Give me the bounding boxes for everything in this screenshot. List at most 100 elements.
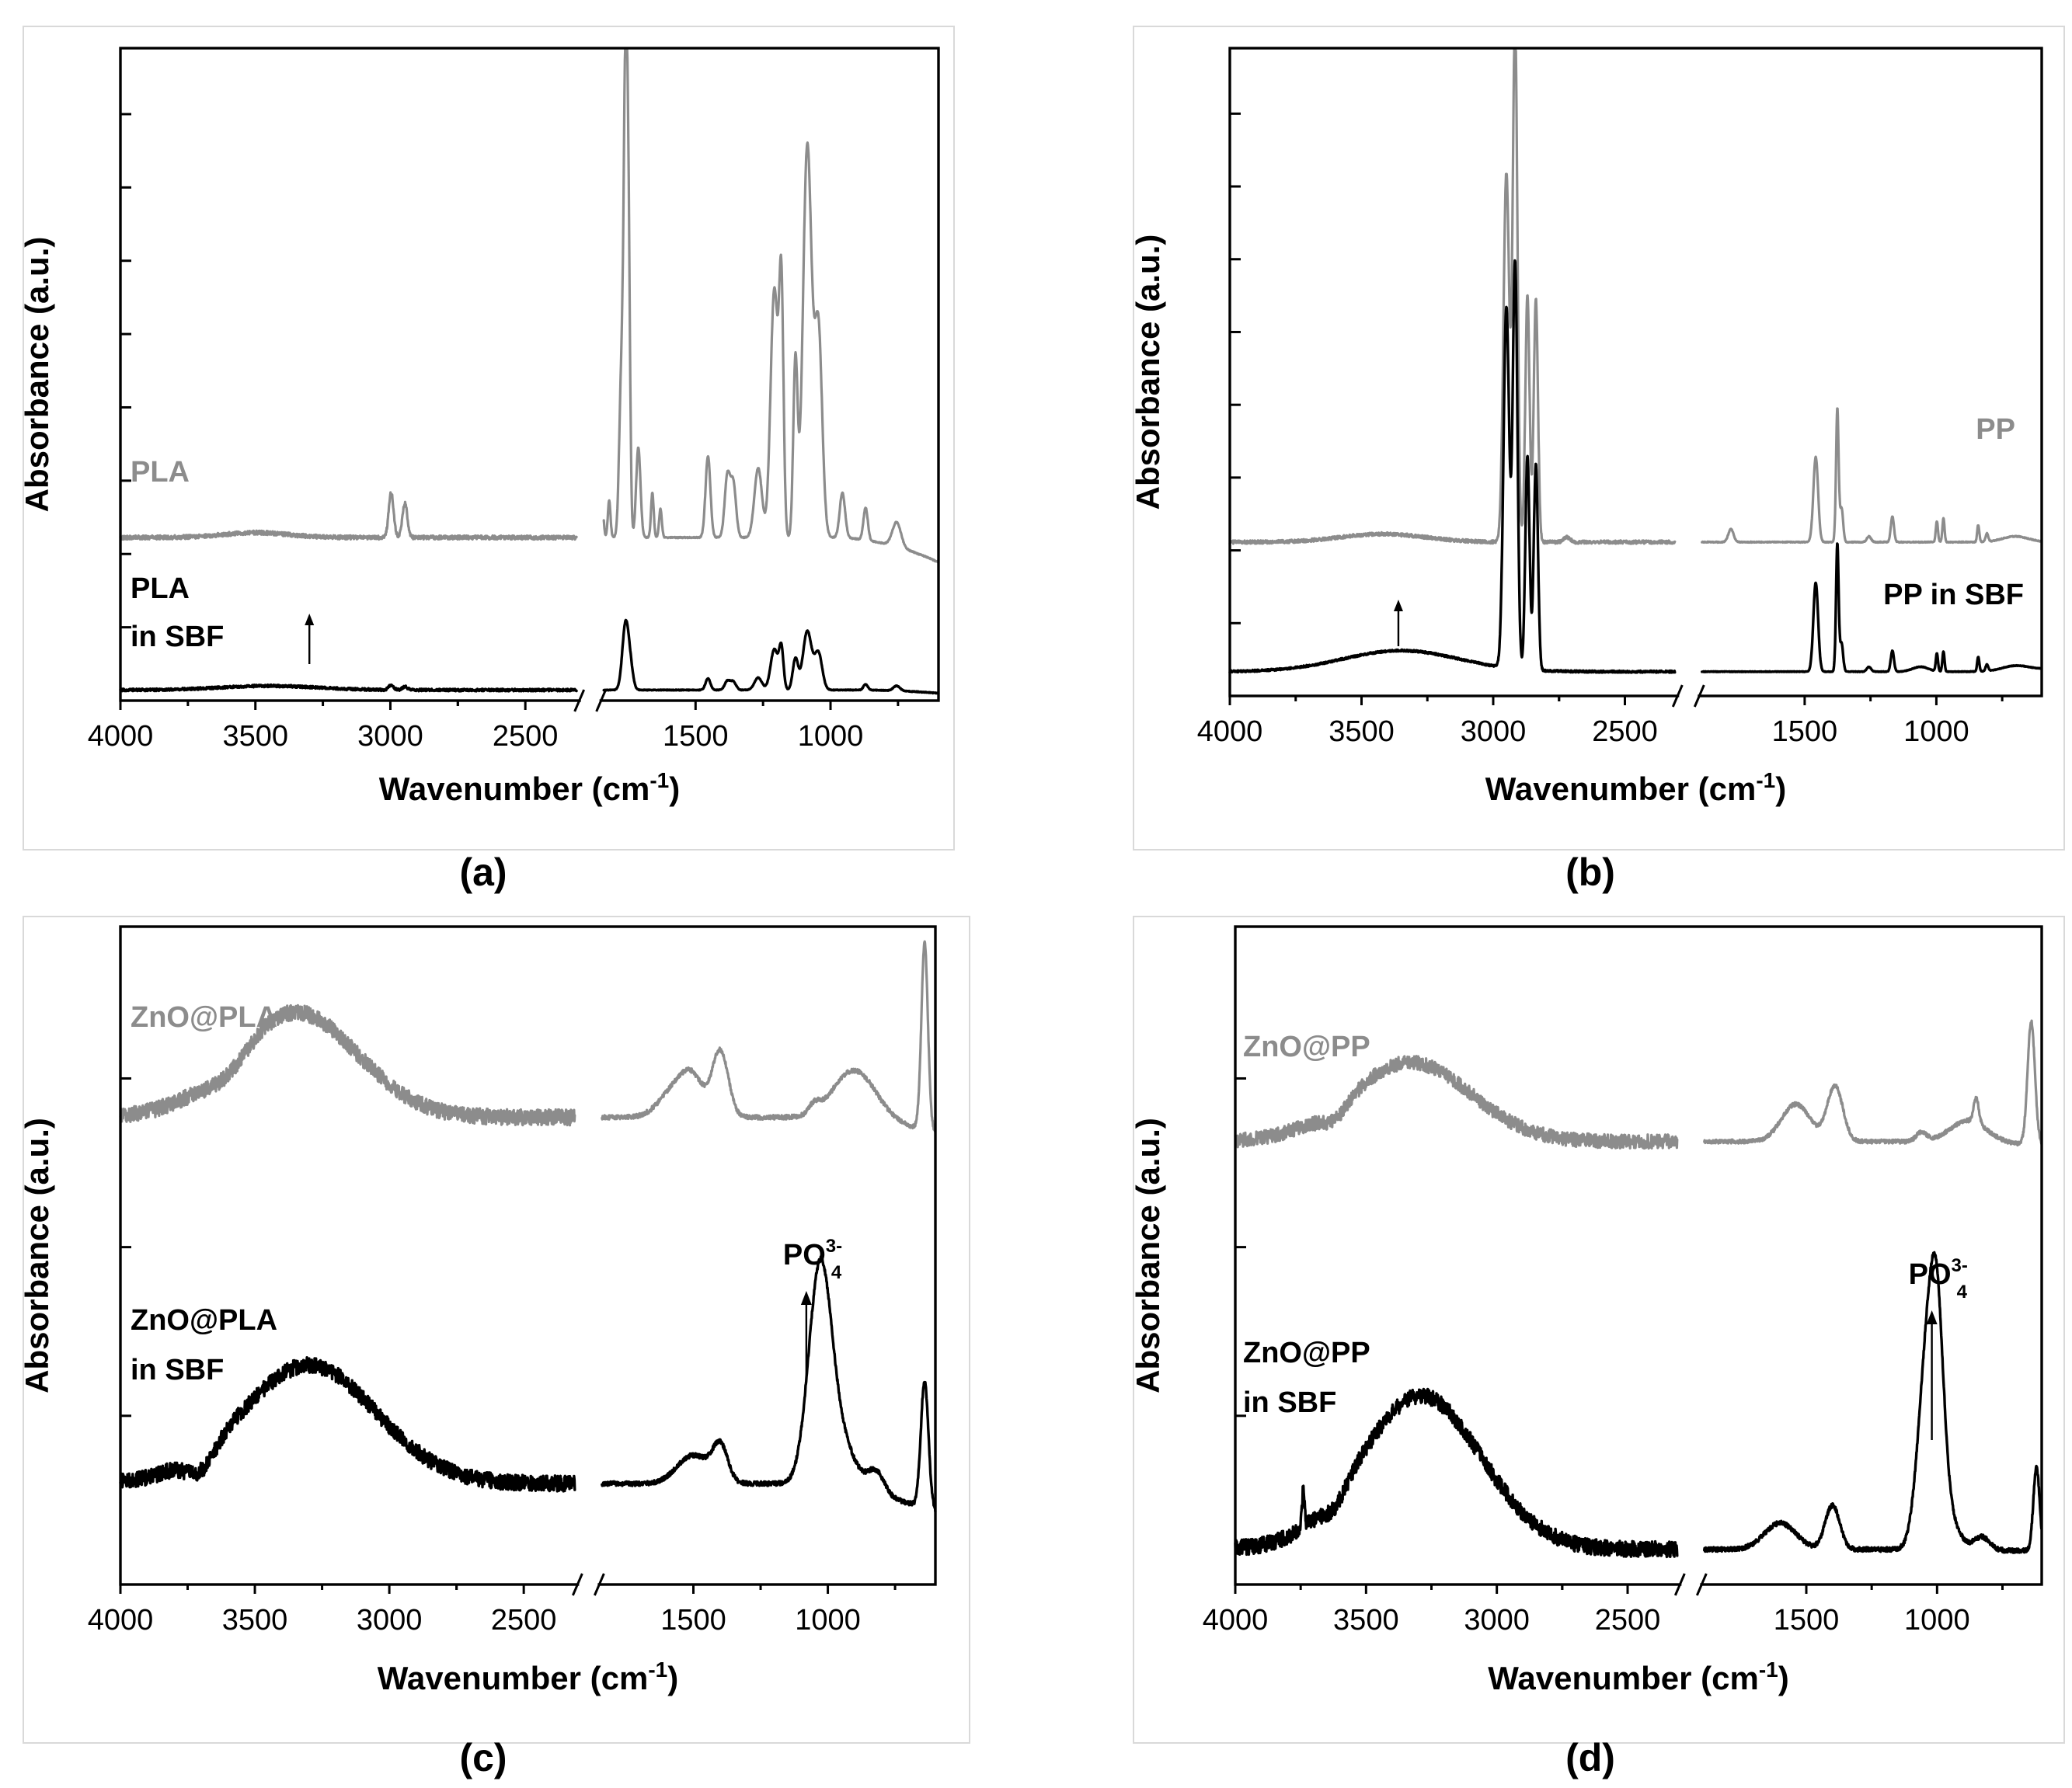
- chart-panel-3: 4000 3500 3000 2500 1500 1000 Wavenumber (cm-1…: [1130, 916, 2065, 1779]
- annotation-arrow-head: [800, 1291, 812, 1305]
- x-tick-label: 3000: [1461, 715, 1527, 748]
- x-tick-label: 4000: [1203, 1604, 1269, 1637]
- x-tick-label: 3500: [222, 1604, 288, 1637]
- plot-area: [1228, 47, 2043, 697]
- y-axis-title: Absorbance (a.u.): [19, 1118, 55, 1393]
- panel-caption: (d): [1565, 1736, 1615, 1779]
- series-label-sample: PLA: [131, 456, 190, 489]
- x-tick-label: 1500: [1772, 715, 1838, 748]
- x-tick-label: 1500: [1774, 1604, 1840, 1637]
- panel-border: [23, 26, 955, 851]
- x-tick-label: 3000: [357, 720, 423, 753]
- series-line-sample-seg0: [119, 1004, 576, 1127]
- y-axis-title: Absorbance (a.u.): [19, 237, 55, 513]
- axis-break-mark: [1695, 1573, 1708, 1596]
- axis-break-gap: [580, 698, 600, 704]
- x-tick-label: 3500: [1329, 715, 1395, 748]
- series-line-sample-seg1: [1701, 407, 2043, 544]
- series-line-sample-seg1: [1703, 1019, 2043, 1147]
- plot-area: [1234, 925, 2043, 1586]
- series-line-sbf-seg1: [601, 1255, 937, 1513]
- series-label-sbf: ZnO@PP: [1243, 1337, 1370, 1369]
- annotation-text: PO: [783, 1239, 826, 1271]
- x-axis-title-text: Wavenumber (cm: [1488, 1660, 1759, 1696]
- y-axis-title: Absorbance (a.u.): [1130, 235, 1166, 510]
- panel-border: [1133, 916, 2065, 1744]
- x-tick-label: 2500: [493, 720, 559, 753]
- series-label-sbf: in SBF: [131, 1354, 224, 1386]
- axis-break-mark: [571, 1573, 583, 1596]
- y-axis-title: Absorbance (a.u.): [1130, 1118, 1166, 1393]
- annotation-arrow-head: [1926, 1310, 1938, 1324]
- panel-border: [23, 916, 970, 1744]
- annotation-text: PO: [1909, 1258, 1952, 1291]
- axis-break-mark: [1671, 684, 1684, 708]
- panel-caption: (b): [1565, 851, 1615, 894]
- series-label-sbf: in SBF: [1243, 1386, 1336, 1419]
- x-axis-title-close: ): [1778, 1660, 1789, 1696]
- annotation-superscript: 3-: [1952, 1255, 1968, 1276]
- series-line-sbf-seg1: [1701, 542, 2043, 673]
- annotation-arrow-head: [305, 614, 315, 625]
- series-label-sbf: PP in SBF: [1883, 579, 2024, 611]
- series-label-sbf: ZnO@PLA: [131, 1304, 277, 1337]
- x-tick-label: 3000: [357, 1604, 423, 1637]
- x-tick-label: 1000: [1904, 1604, 1970, 1637]
- annotation-subscript: 4: [831, 1262, 842, 1283]
- x-axis-title-text: Wavenumber (cm: [379, 771, 650, 807]
- series-line-sbf-seg0: [1234, 1387, 1679, 1559]
- x-tick-label: 1500: [660, 1604, 726, 1637]
- x-tick-label: 1500: [663, 720, 729, 753]
- x-axis-title-superscript: -1: [649, 768, 669, 792]
- series-line-sbf-seg0: [119, 683, 578, 693]
- series-label-sample: PP: [1976, 413, 2015, 446]
- series-line-sbf-seg0: [1228, 259, 1677, 674]
- x-tick-label: 4000: [1197, 715, 1263, 748]
- x-tick-label: 2500: [1595, 1604, 1661, 1637]
- annotation-subscript: 4: [1957, 1282, 1968, 1303]
- x-tick-label: 1000: [795, 1604, 861, 1637]
- plot-area: [119, 925, 937, 1586]
- annotation-arrow-head: [1393, 600, 1403, 611]
- x-tick-label: 2500: [491, 1604, 557, 1637]
- panel-caption: (c): [459, 1736, 507, 1779]
- annotation-label: PO3- 4: [783, 1236, 842, 1283]
- annotation-label: PO3- 4: [1909, 1255, 1968, 1303]
- series-line-sample-seg0: [119, 491, 578, 541]
- series-label-sample: ZnO@PLA: [131, 1001, 277, 1034]
- x-axis-title-close: ): [1775, 771, 1786, 807]
- x-axis-title: Wavenumber (cm-1): [378, 1658, 678, 1696]
- chart-panel-1: 4000 3500 3000 2500 1500 1000 Wavenumber (cm-1…: [1130, 26, 2065, 894]
- axis-break-mark: [1693, 684, 1705, 708]
- series-label-sbf: PLA: [131, 572, 190, 605]
- x-axis-title: Wavenumber (cm-1): [1488, 1658, 1788, 1696]
- x-tick-label: 3500: [1333, 1604, 1399, 1637]
- x-tick-label: 3500: [222, 720, 288, 753]
- series-line-sbf-seg1: [602, 618, 940, 695]
- x-axis-title-superscript: -1: [648, 1658, 667, 1682]
- series-line-sample-seg0: [1234, 1055, 1679, 1150]
- annotation-superscript: 3-: [826, 1236, 842, 1257]
- plot-area: [119, 47, 940, 702]
- series-label-sbf: in SBF: [131, 621, 224, 653]
- x-tick-label: 1000: [1903, 715, 1969, 748]
- axis-break-gap: [579, 1582, 598, 1588]
- x-tick-label: 3000: [1464, 1604, 1530, 1637]
- axis-break-mark: [595, 689, 608, 712]
- x-tick-label: 4000: [88, 720, 154, 753]
- x-axis-title: Wavenumber (cm-1): [1485, 768, 1786, 807]
- series-label-sample: ZnO@PP: [1243, 1031, 1370, 1063]
- series-line-sbf-seg0: [119, 1356, 576, 1493]
- chart-panel-2: 4000 3500 3000 2500 1500 1000 Wavenumber (cm-1…: [19, 916, 970, 1779]
- series-line-sbf-seg1: [1703, 1251, 2043, 1554]
- chart-panel-0: 4000 3500 3000 2500 1500 1000 Wavenumber (cm-1…: [19, 26, 955, 894]
- panel-caption: (a): [459, 851, 507, 894]
- x-tick-label: 2500: [1592, 715, 1658, 748]
- axis-break-gap: [1681, 1582, 1701, 1588]
- axis-break-mark: [1673, 1573, 1686, 1596]
- x-axis-title-close: ): [669, 771, 680, 807]
- axis-break-gap: [1679, 694, 1698, 700]
- x-axis-title-superscript: -1: [1756, 768, 1775, 792]
- x-axis-title-text: Wavenumber (cm: [378, 1660, 649, 1696]
